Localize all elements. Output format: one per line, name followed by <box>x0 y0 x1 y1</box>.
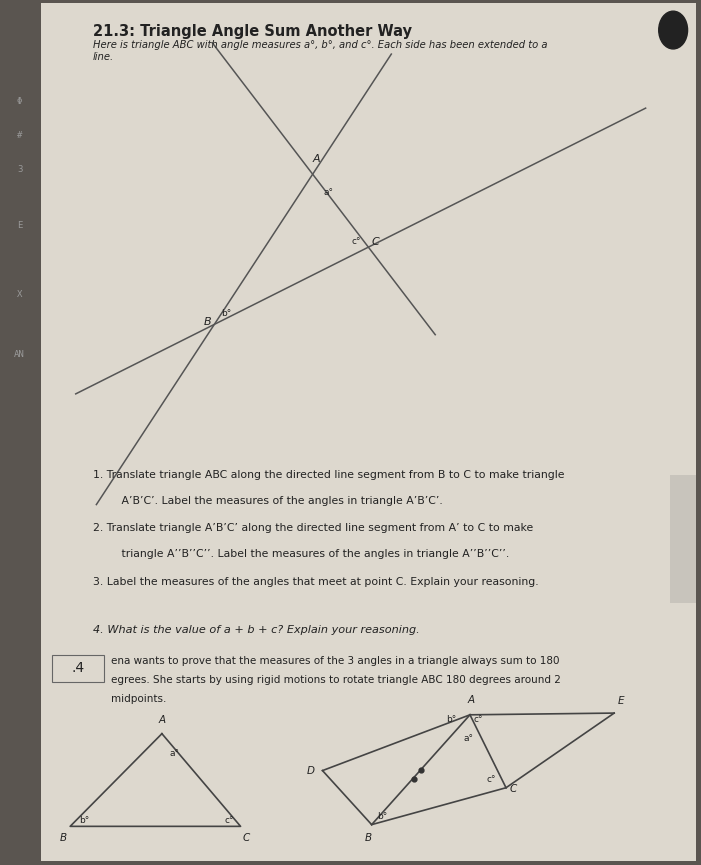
FancyBboxPatch shape <box>670 475 696 603</box>
Text: D: D <box>306 766 315 776</box>
Text: AN: AN <box>14 350 25 359</box>
Text: c°: c° <box>224 816 234 824</box>
FancyBboxPatch shape <box>41 3 696 861</box>
Text: B: B <box>203 317 211 327</box>
Text: a°: a° <box>463 734 474 743</box>
Text: 2. Translate triangle A’B’C’ along the directed line segment from A’ to C to mak: 2. Translate triangle A’B’C’ along the d… <box>93 523 533 534</box>
Text: ena wants to prove that the measures of the 3 angles in a triangle always sum to: ena wants to prove that the measures of … <box>111 657 560 666</box>
Text: #: # <box>17 131 22 140</box>
Text: 21.3: Triangle Angle Sum Another Way: 21.3: Triangle Angle Sum Another Way <box>93 24 412 39</box>
FancyBboxPatch shape <box>0 3 41 861</box>
Text: c°: c° <box>473 714 483 724</box>
Text: C: C <box>372 237 379 247</box>
Text: X: X <box>17 290 22 298</box>
Text: C: C <box>510 785 517 794</box>
Text: b°: b° <box>221 310 231 318</box>
Text: c°: c° <box>486 775 496 785</box>
Text: b°: b° <box>447 714 457 724</box>
Text: b°: b° <box>377 812 387 821</box>
Text: c°: c° <box>351 238 360 247</box>
Text: a°: a° <box>323 188 333 197</box>
Text: b°: b° <box>79 816 89 824</box>
Text: A: A <box>312 154 320 163</box>
Text: egrees. She starts by using rigid motions to rotate triangle ABC 180 degrees aro: egrees. She starts by using rigid motion… <box>111 676 562 685</box>
Text: A: A <box>158 715 165 725</box>
Text: E: E <box>17 221 22 230</box>
Text: A’B’C’. Label the measures of the angles in triangle A’B’C’.: A’B’C’. Label the measures of the angles… <box>111 496 443 506</box>
Text: A: A <box>468 695 475 704</box>
Circle shape <box>659 11 688 49</box>
Text: Here is triangle ABC with angle measures a°, b°, and c°. Each side has been exte: Here is triangle ABC with angle measures… <box>93 41 547 50</box>
Text: midpoints.: midpoints. <box>111 695 167 704</box>
Text: 1. Translate triangle ABC along the directed line segment from B to C to make tr: 1. Translate triangle ABC along the dire… <box>93 471 564 480</box>
Text: 3. Label the measures of the angles that meet at point C. Explain your reasoning: 3. Label the measures of the angles that… <box>93 577 538 586</box>
Text: C: C <box>243 833 250 843</box>
Text: triangle A’’B’’C’’. Label the measures of the angles in triangle A’’B’’C’’.: triangle A’’B’’C’’. Label the measures o… <box>111 549 510 559</box>
Text: E: E <box>618 696 624 706</box>
Text: 3: 3 <box>17 165 22 175</box>
Text: line.: line. <box>93 53 114 62</box>
Text: a°: a° <box>170 749 179 758</box>
Text: B: B <box>60 833 67 843</box>
Text: 4. What is the value of a + b + c? Explain your reasoning.: 4. What is the value of a + b + c? Expla… <box>93 625 420 635</box>
Text: Φ: Φ <box>17 97 22 106</box>
Text: .4: .4 <box>72 662 85 676</box>
Text: B: B <box>365 833 372 843</box>
